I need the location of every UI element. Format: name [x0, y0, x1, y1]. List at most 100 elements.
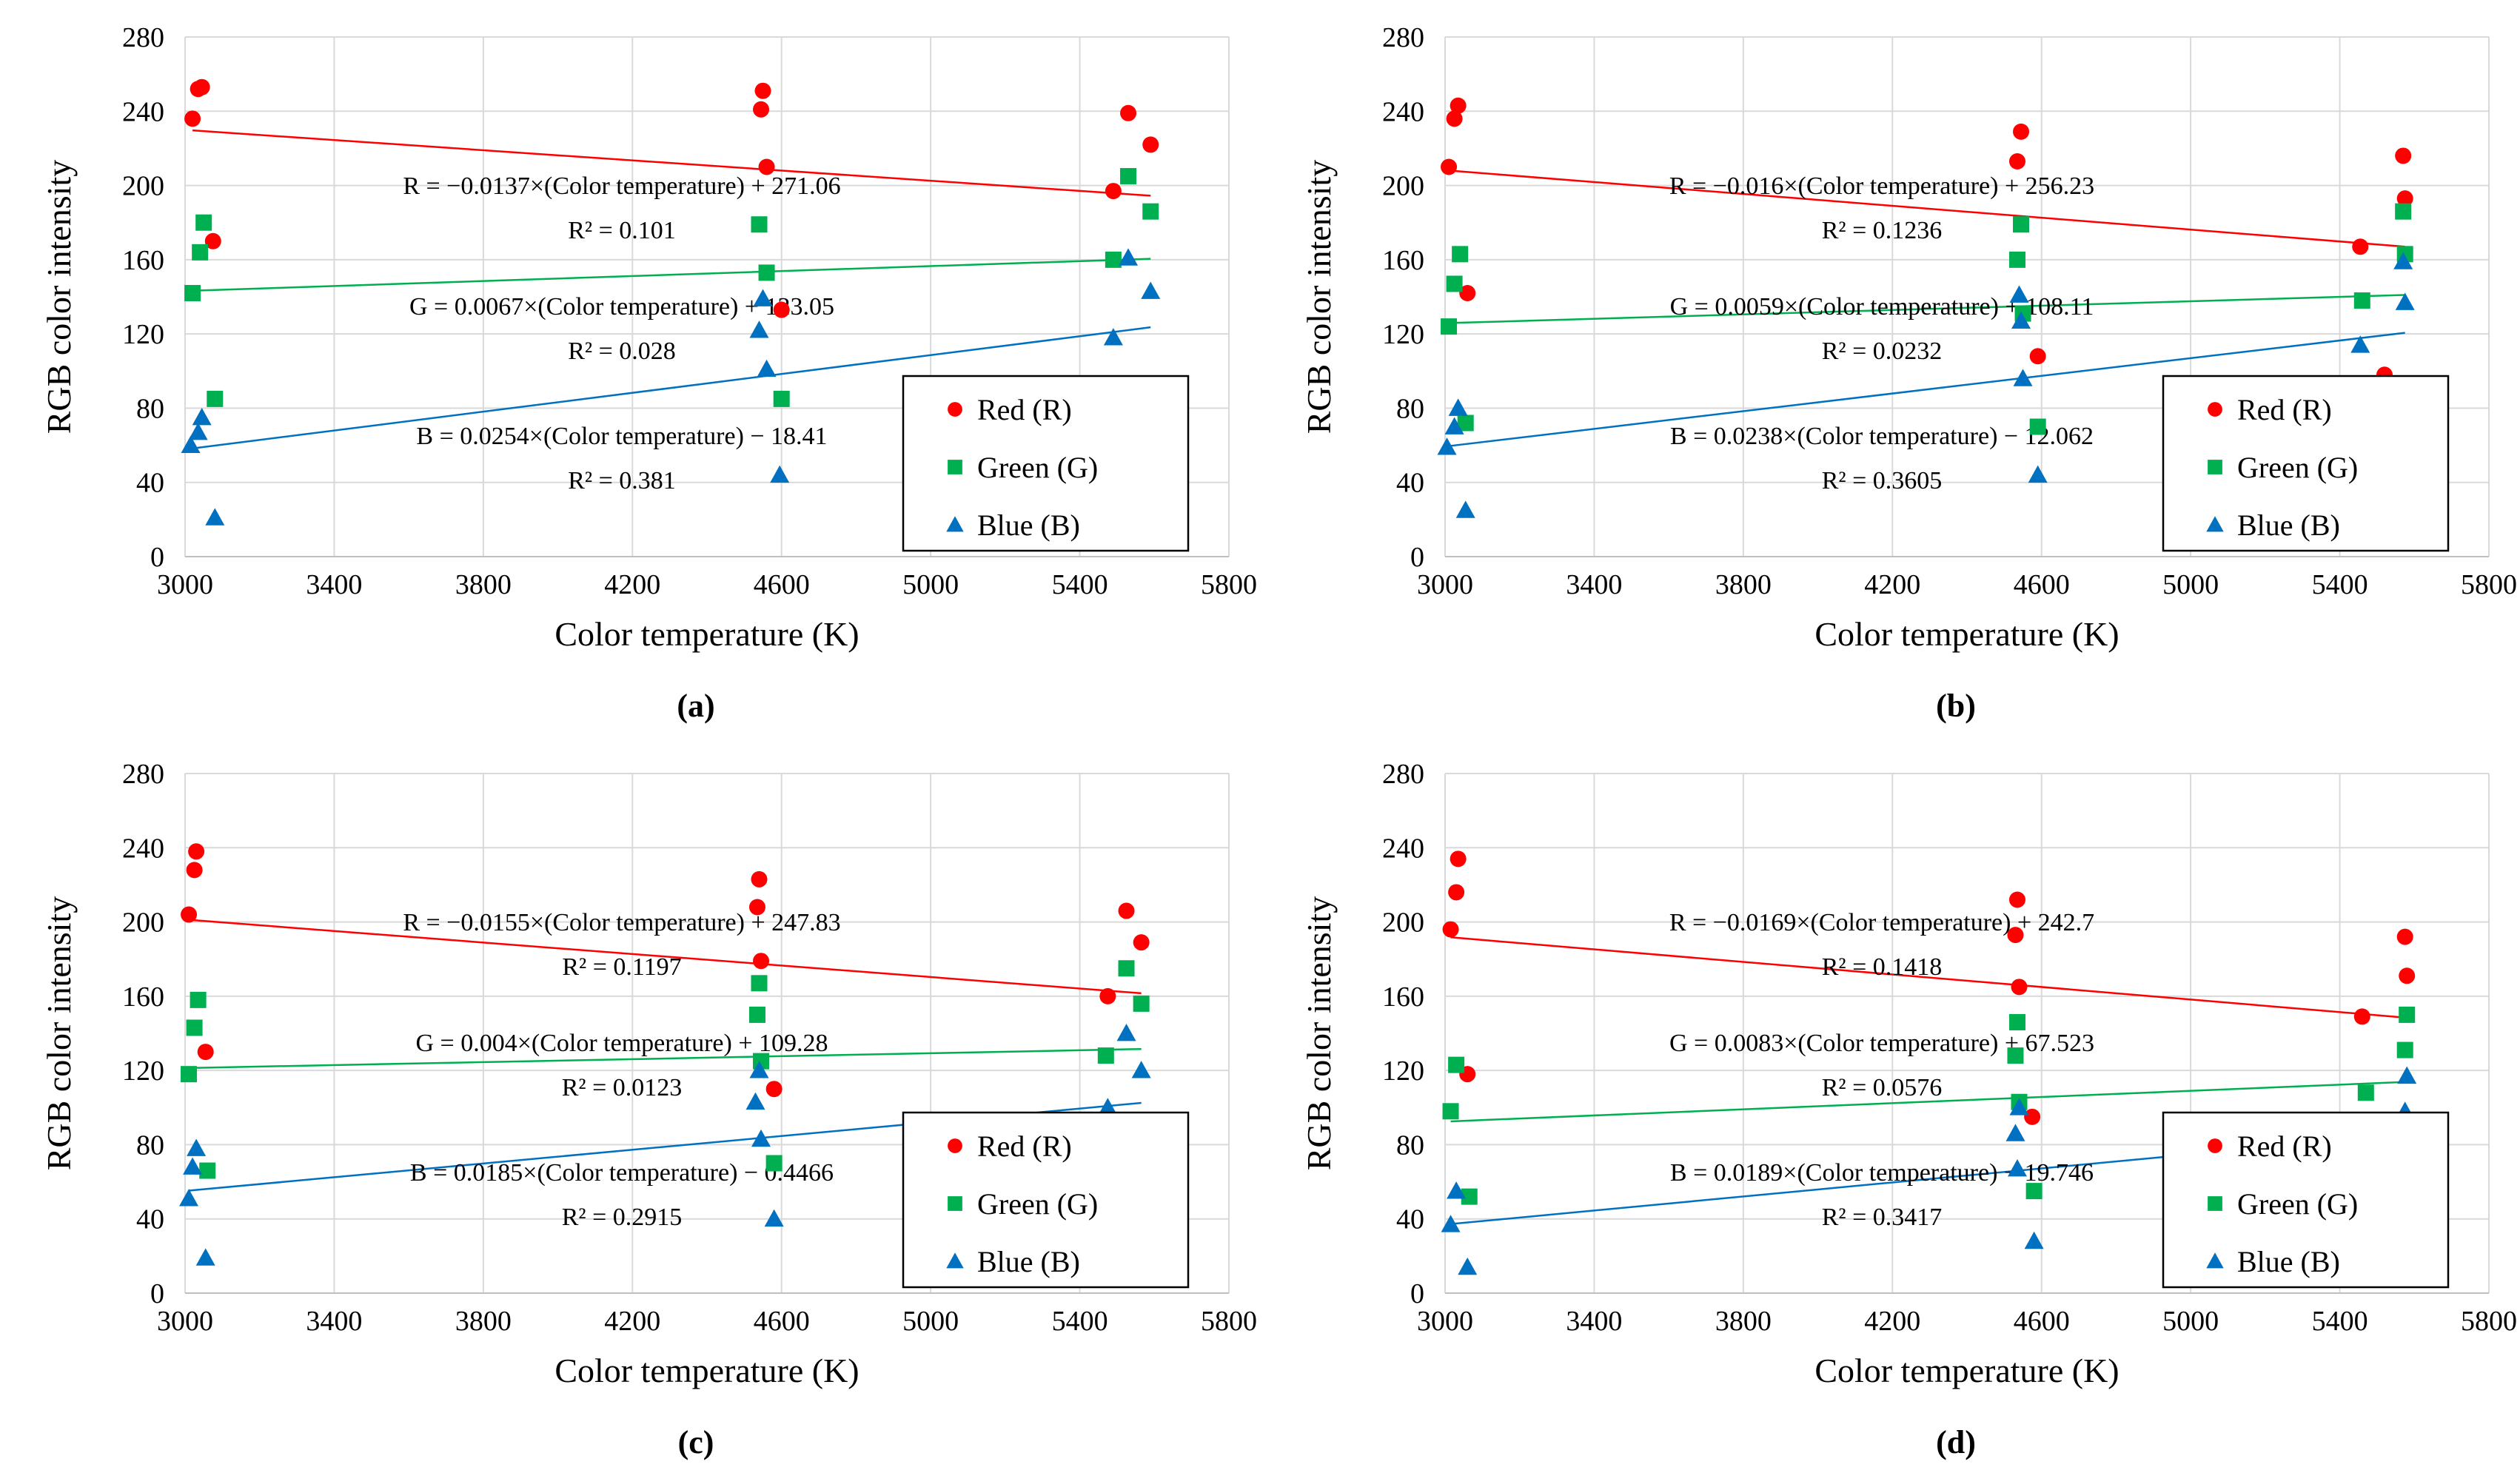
y-tick-label: 120 — [1382, 319, 1424, 350]
blue-point — [749, 321, 769, 338]
tick-labels: 3000 3400 3800 4200 4600 5000 5400 5800 0 40 80 120… — [122, 22, 1257, 600]
r-squared-label: R² = 0.0576 — [1822, 1074, 1943, 1101]
red-point — [753, 101, 770, 118]
trendline-red — [1450, 936, 2407, 1019]
regression-equation: R = −0.0137×(Color temperature) + 271.06 — [403, 172, 840, 200]
y-axis-label: RGB color intensity — [1300, 896, 1338, 1171]
green-point — [1133, 995, 1150, 1012]
y-tick-label: 240 — [1382, 96, 1424, 127]
green-point — [190, 991, 207, 1008]
legend-blue-label: Blue (B) — [2237, 1245, 2340, 1278]
blue-point — [1141, 281, 1161, 299]
red-point — [204, 232, 221, 249]
regression-equation: B = 0.0254×(Color temperature) − 18.41 — [416, 423, 827, 450]
green-point — [181, 1066, 198, 1083]
blue-point — [1103, 328, 1123, 346]
x-tick-label: 5400 — [1052, 1306, 1108, 1337]
y-tick-label: 0 — [1410, 542, 1424, 573]
red-point — [748, 899, 765, 916]
x-tick-label: 3400 — [306, 1306, 362, 1337]
green-point — [1461, 1188, 1478, 1205]
red-point — [2011, 979, 2028, 996]
blue-point — [181, 435, 201, 453]
blue-point — [764, 1209, 784, 1227]
red-point — [186, 862, 203, 879]
red-point — [2395, 147, 2412, 164]
chart-d: 3000 3400 3800 4200 4600 5000 5400 5800 0 40 80 120… — [1300, 759, 2517, 1460]
green-point — [2008, 1013, 2025, 1030]
green-point — [192, 244, 209, 261]
chart-a: 3000 3400 3800 4200 4600 5000 5400 5800 0 40 80 120… — [40, 22, 1257, 724]
y-tick-label: 40 — [1396, 468, 1424, 499]
legend: Red (R) Green (G) Blue (B) — [2162, 1111, 2450, 1289]
panel-label: (a) — [677, 688, 714, 724]
blue-point — [1441, 1215, 1461, 1232]
x-tick-label: 3800 — [455, 1306, 512, 1337]
blue-point — [1444, 417, 1464, 434]
x-tick-label: 4200 — [604, 569, 660, 600]
blue-point — [2007, 1159, 2027, 1177]
y-axis-label: RGB color intensity — [40, 896, 78, 1171]
blue-point — [2009, 285, 2029, 303]
legend: Red (R) Green (G) Blue (B) — [902, 375, 1190, 552]
red-point — [1441, 158, 1458, 175]
red-point — [2353, 1008, 2370, 1025]
green-point — [1446, 275, 1463, 292]
green-point — [1457, 415, 1474, 432]
green-point — [2395, 203, 2412, 220]
equations: R = −0.0137×(Color temperature) + 271.06… — [403, 172, 840, 494]
y-tick-label: 80 — [136, 393, 164, 424]
red-point — [2007, 927, 2024, 944]
blue-point — [2395, 292, 2415, 310]
regression-equation: G = 0.004×(Color temperature) + 109.28 — [415, 1030, 828, 1057]
panel-d: 3000 3400 3800 4200 4600 5000 5400 5800 0 40 80 120… — [1260, 736, 2520, 1473]
red-point — [758, 158, 775, 175]
green-point — [1105, 251, 1122, 268]
legend: Red (R) Green (G) Blue (B) — [2162, 375, 2450, 552]
legend-blue-marker — [946, 516, 964, 532]
r-squared-label: R² = 0.2915 — [562, 1204, 683, 1231]
x-tick-label: 3400 — [1566, 1306, 1622, 1337]
y-tick-label: 160 — [1382, 982, 1424, 1013]
blue-point — [187, 1138, 207, 1156]
red-point — [1133, 934, 1150, 951]
trendline-red — [192, 129, 1151, 197]
green-point — [1452, 246, 1469, 263]
r-squared-label: R² = 0.1418 — [1822, 953, 1943, 981]
blue-point — [2028, 465, 2048, 483]
blue-point — [749, 1061, 769, 1078]
legend-green-label: Green (G) — [977, 451, 1098, 484]
blue-point — [2009, 1098, 2029, 1115]
y-tick-label: 160 — [122, 245, 164, 276]
x-tick-label: 5000 — [902, 569, 959, 600]
x-tick-label: 5000 — [2162, 1306, 2219, 1337]
green-point — [1142, 203, 1159, 220]
legend-blue-marker — [2206, 1252, 2224, 1269]
red-point — [1118, 902, 1135, 919]
legend-blue-label: Blue (B) — [977, 1245, 1080, 1278]
x-axis-label: Color temperature (K) — [554, 1352, 859, 1389]
blue-point — [745, 1092, 765, 1110]
x-tick-label: 5800 — [1201, 569, 1257, 600]
y-tick-label: 80 — [1396, 393, 1424, 424]
blue-point — [751, 1129, 771, 1147]
x-tick-label: 3800 — [1715, 569, 1772, 600]
r-squared-label: R² = 0.3417 — [1822, 1204, 1943, 1231]
data-points — [181, 78, 1161, 526]
y-tick-label: 200 — [122, 907, 164, 939]
y-tick-label: 280 — [122, 759, 164, 790]
green-point — [2399, 1006, 2416, 1023]
blue-point — [192, 407, 212, 426]
blue-point — [2397, 1066, 2417, 1084]
red-point — [765, 1081, 783, 1098]
y-tick-label: 0 — [150, 542, 164, 573]
green-point — [207, 390, 224, 407]
trendline-green — [1450, 1081, 2407, 1123]
y-tick-label: 240 — [122, 96, 164, 127]
data-points — [1437, 97, 2415, 518]
x-tick-label: 4200 — [604, 1306, 660, 1337]
legend-blue-marker — [2206, 516, 2224, 532]
red-point — [2029, 348, 2046, 365]
legend-green-label: Green (G) — [2237, 451, 2358, 484]
x-tick-label: 3800 — [1715, 1306, 1772, 1337]
